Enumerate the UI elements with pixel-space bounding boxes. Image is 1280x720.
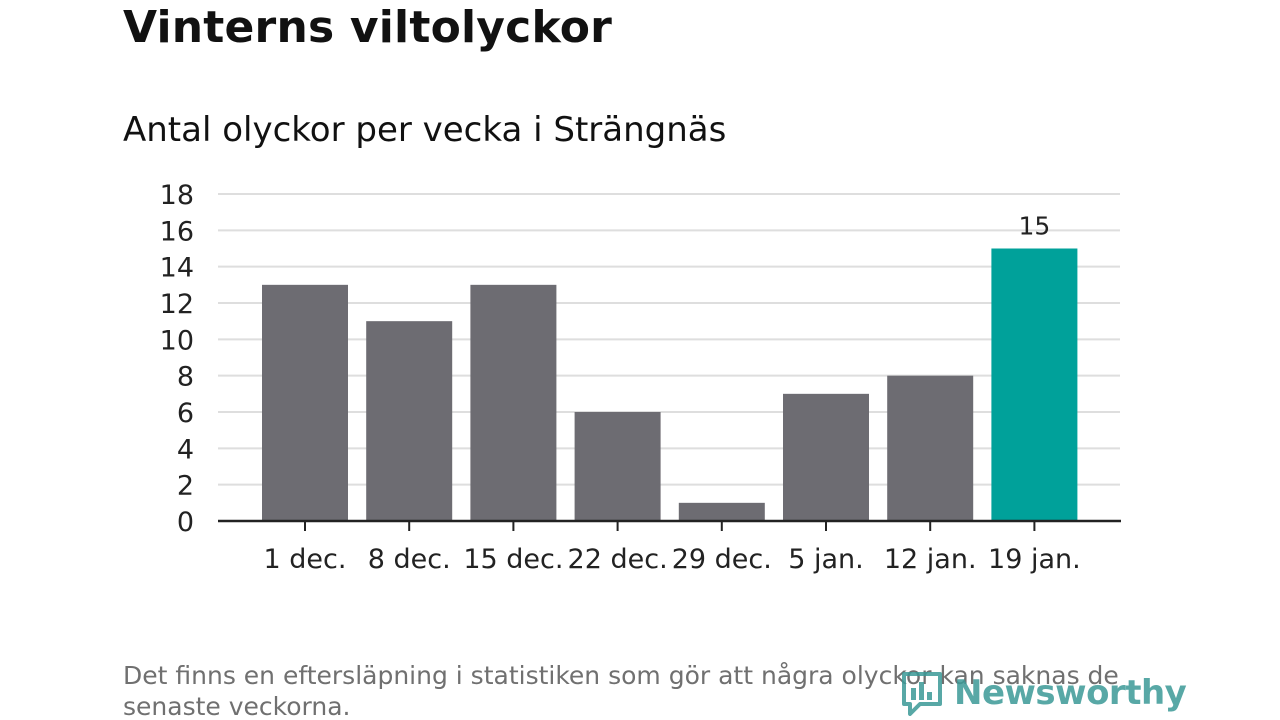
chart-subtitle: Antal olyckor per vecka i Strängnäs	[123, 110, 727, 150]
y-tick-label: 14	[160, 253, 194, 284]
x-tick-label: 12 jan.	[884, 544, 977, 575]
y-tick-label: 2	[177, 471, 194, 502]
x-tick-label: 1 dec.	[264, 544, 347, 575]
x-tick-label: 29 dec.	[672, 544, 772, 575]
bar	[678, 502, 765, 521]
bar	[887, 375, 974, 521]
x-tick-label: 15 dec.	[463, 544, 563, 575]
y-tick-label: 18	[160, 180, 194, 211]
x-tick-label: 5 jan.	[788, 544, 864, 575]
x-tick-label: 22 dec.	[568, 544, 668, 575]
bar	[991, 248, 1078, 521]
bar	[262, 284, 348, 521]
chart-title: Vinterns viltolyckor	[123, 2, 613, 53]
bar	[366, 321, 453, 521]
y-tick-label: 6	[177, 398, 194, 429]
y-tick-label: 4	[177, 434, 194, 465]
bar	[574, 412, 661, 521]
bars	[262, 248, 1078, 521]
x-tick-label: 19 jan.	[988, 544, 1081, 575]
footnote: Det finns en eftersläpning i statistiken…	[123, 661, 1119, 720]
x-tick-label: 8 dec.	[368, 544, 451, 575]
y-tick-label: 12	[160, 289, 194, 320]
data-label: 15	[1018, 212, 1050, 241]
y-tick-label: 10	[160, 325, 194, 356]
bar	[470, 284, 557, 521]
newsworthy-logo: Newsworthy	[900, 668, 1187, 718]
axes	[218, 519, 1121, 531]
logo-text: Newsworthy	[954, 673, 1187, 713]
y-tick-label: 8	[177, 362, 194, 393]
y-tick-label: 16	[160, 216, 194, 247]
labels: 0 2 4 6 8 10 12 14 16 18 1 dec. 8 dec. 15 dec. 22 dec…	[160, 180, 1081, 575]
y-tick-label: 0	[177, 507, 194, 538]
grid-lines	[218, 193, 1120, 486]
bar	[783, 393, 869, 521]
bar-chart-speech-bubble-icon	[902, 672, 942, 716]
